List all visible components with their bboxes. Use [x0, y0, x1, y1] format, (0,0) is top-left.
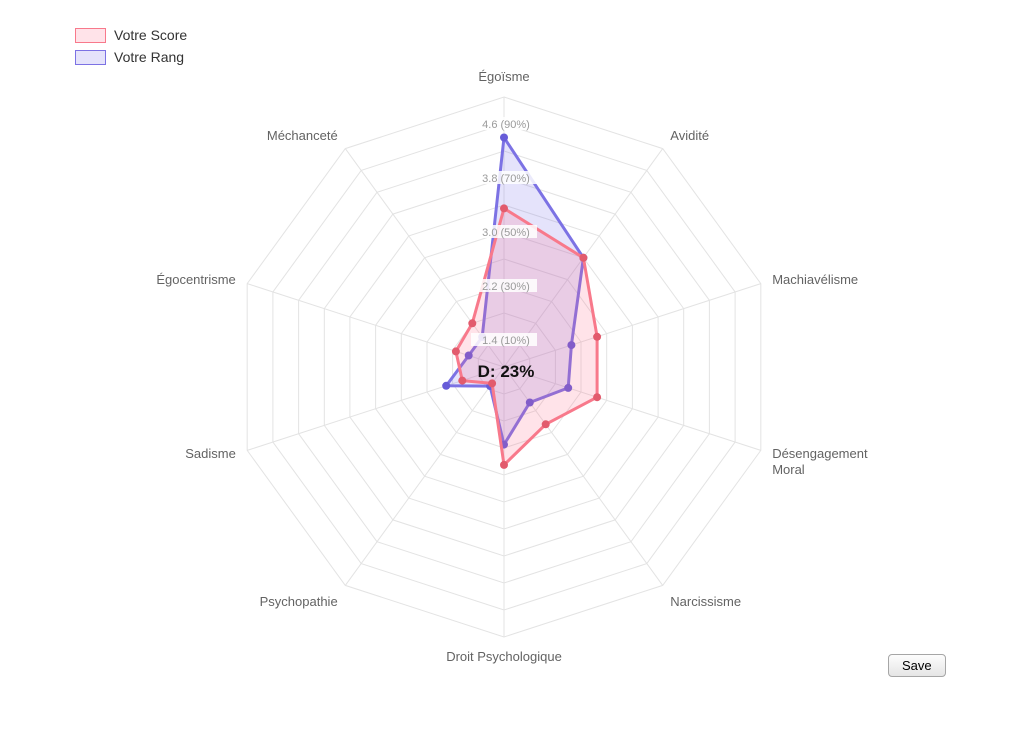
- legend-item-votre-rang[interactable]: Votre Rang: [75, 50, 187, 65]
- svg-text:Droit Psychologique: Droit Psychologique: [446, 649, 562, 664]
- svg-text:Égoïsme: Égoïsme: [478, 69, 529, 84]
- svg-text:4.6 (90%): 4.6 (90%): [482, 119, 530, 131]
- svg-text:2.2 (30%): 2.2 (30%): [482, 281, 530, 293]
- svg-text:3.0 (50%): 3.0 (50%): [482, 227, 530, 239]
- votre-score-swatch: [75, 28, 106, 43]
- svg-text:Désengagement: Désengagement: [772, 446, 868, 461]
- center-annotation: D: 23%: [478, 362, 535, 381]
- svg-text:Sadisme: Sadisme: [185, 446, 236, 461]
- svg-text:Moral: Moral: [772, 462, 805, 477]
- save-button[interactable]: Save: [888, 654, 946, 677]
- svg-text:Psychopathie: Psychopathie: [260, 594, 338, 609]
- legend-item-votre-score[interactable]: Votre Score: [75, 28, 187, 43]
- svg-text:Narcissisme: Narcissisme: [670, 594, 741, 609]
- votre-rang-swatch: [75, 50, 106, 65]
- svg-text:3.8 (70%): 3.8 (70%): [482, 173, 530, 185]
- svg-text:Égocentrisme: Égocentrisme: [156, 272, 235, 287]
- votre-score-label: Votre Score: [114, 27, 188, 43]
- svg-text:Méchanceté: Méchanceté: [267, 128, 338, 143]
- radial-ticks: 1.4 (10%) 2.2 (30%) 3.0 (50%) 3.8 (70%) 4.6 …: [471, 117, 537, 347]
- svg-text:Avidité: Avidité: [670, 128, 709, 143]
- svg-text:Machiavélisme: Machiavélisme: [772, 272, 858, 287]
- radar-grid: [246, 96, 762, 638]
- axis-labels: Égoïsme Avidité Machiavélisme Désengagement…: [156, 69, 868, 664]
- votre-rang-label: Votre Rang: [114, 49, 185, 65]
- chart-legend: Votre Score Votre Rang: [75, 28, 187, 72]
- svg-text:1.4 (10%): 1.4 (10%): [482, 335, 530, 347]
